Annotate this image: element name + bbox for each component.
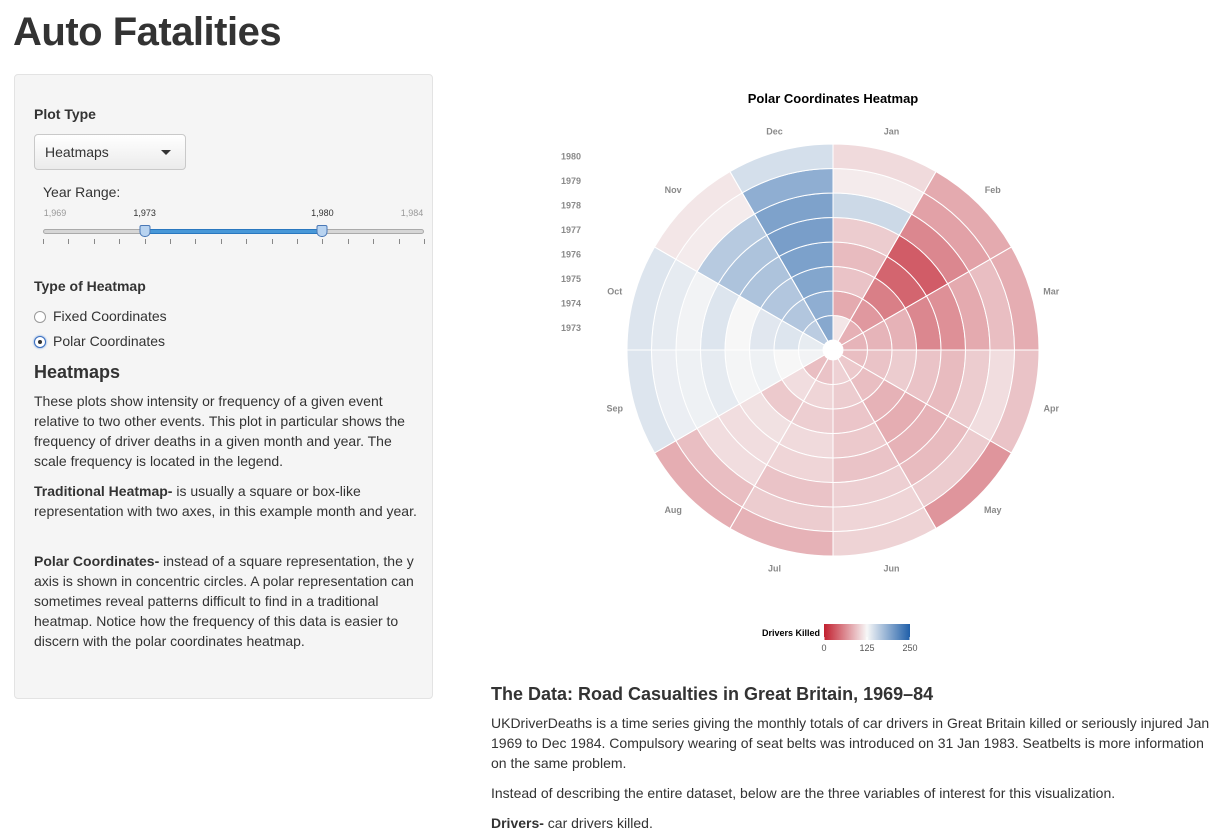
year-label: 1979 xyxy=(561,176,581,186)
slider-tick xyxy=(43,239,44,244)
slider-tick xyxy=(246,239,248,244)
traditional-heatmap-description: Traditional Heatmap- is usually a square… xyxy=(34,481,419,521)
slider-tick xyxy=(93,239,95,244)
plot-type-select[interactable]: Heatmaps xyxy=(34,134,186,170)
spoke-line xyxy=(832,171,937,351)
radio-fixed-coordinates[interactable]: Fixed Coordinates xyxy=(34,307,167,325)
month-label: Jan xyxy=(884,127,900,137)
slider-tick xyxy=(195,239,197,244)
spoke-line xyxy=(832,246,1012,351)
legend-tick-label: 250 xyxy=(902,643,917,653)
month-label: Jun xyxy=(883,563,899,573)
drivers-term: Drivers- xyxy=(491,815,544,831)
year-label: 1973 xyxy=(561,323,581,333)
year-label: 1975 xyxy=(561,274,581,284)
slider-tick xyxy=(271,239,273,244)
spoke-line xyxy=(654,246,834,351)
slider-min-label: 1,969 xyxy=(43,208,67,218)
legend-tick-label: 0 xyxy=(821,643,826,653)
month-label: Apr xyxy=(1044,403,1060,413)
month-label: Jul xyxy=(768,563,781,573)
spoke-line xyxy=(654,349,834,454)
slider-tick xyxy=(220,239,222,244)
year-label: 1974 xyxy=(561,298,581,308)
radio-fixed-label: Fixed Coordinates xyxy=(53,308,167,324)
radio-polar-label: Polar Coordinates xyxy=(53,333,166,349)
slider-handle-to[interactable] xyxy=(316,225,328,237)
slider-to-label: 1,980 xyxy=(311,208,334,218)
heatmaps-heading: Heatmaps xyxy=(34,362,121,382)
month-label: Nov xyxy=(665,185,682,195)
radio-unchecked-icon[interactable] xyxy=(34,311,46,323)
polar-heatmap-chart: Polar Coordinates Heatmap Jan Feb Mar Apr Ma… xyxy=(561,91,1060,653)
year-range-slider[interactable]: 1,969 1,973 1,980 1,984 xyxy=(43,208,425,248)
legend-colorbar xyxy=(824,624,910,640)
polar-coordinates-description: Polar Coordinates- instead of a square r… xyxy=(34,551,419,651)
data-description: UKDriverDeaths is a time series giving t… xyxy=(491,715,1210,771)
slider-tick xyxy=(322,239,324,244)
spoke-line xyxy=(729,171,834,351)
month-label: Aug xyxy=(664,505,682,515)
radio-polar-coordinates[interactable]: Polar Coordinates xyxy=(34,332,165,350)
slider-tick xyxy=(424,239,425,244)
slider-max-label: 1,984 xyxy=(400,208,424,218)
month-label: Feb xyxy=(985,185,1002,195)
month-label: Mar xyxy=(1043,287,1060,297)
month-label: Sep xyxy=(606,403,623,413)
sidebar-panel: Plot Type Heatmaps Year Range: 1,969 1,9… xyxy=(14,74,433,699)
year-label: 1978 xyxy=(561,200,581,210)
slider-tick xyxy=(398,239,400,244)
slider-handle-from[interactable] xyxy=(139,225,151,237)
month-label: Oct xyxy=(607,287,622,297)
heatmap-type-label: Type of Heatmap xyxy=(34,278,146,294)
polar-coordinates-term: Polar Coordinates- xyxy=(34,553,160,569)
year-range-label: Year Range: xyxy=(43,184,121,200)
data-variables-intro: Instead of describing the entire dataset… xyxy=(491,785,1116,801)
slider-tick xyxy=(68,239,70,244)
plot-type-value: Heatmaps xyxy=(45,144,109,160)
slider-tick xyxy=(373,239,375,244)
heatmaps-description: These plots show intensity or frequency … xyxy=(34,393,405,469)
caret-down-icon xyxy=(161,150,171,155)
traditional-heatmap-term: Traditional Heatmap- xyxy=(34,483,173,499)
slider-selected-range xyxy=(144,229,323,234)
month-label: Dec xyxy=(766,127,783,137)
year-label: 1976 xyxy=(561,249,581,259)
data-heading: The Data: Road Casualties in Great Brita… xyxy=(491,684,934,704)
spoke-line xyxy=(729,349,834,529)
spoke-line xyxy=(832,349,1012,454)
drivers-text: car drivers killed. xyxy=(543,815,653,831)
drivers-variable: Drivers- car drivers killed. xyxy=(491,813,1216,833)
slider-from-label: 1,973 xyxy=(133,208,156,218)
month-label: May xyxy=(984,505,1002,515)
chart-title: Polar Coordinates Heatmap xyxy=(748,91,919,106)
app-title: Auto Fatalities xyxy=(13,10,282,54)
radio-checked-icon[interactable] xyxy=(34,336,46,348)
polar-coordinates-text: instead of a square representation, the … xyxy=(34,553,414,649)
year-label: 1977 xyxy=(561,225,581,235)
year-label: 1980 xyxy=(561,151,581,161)
slider-tick xyxy=(170,239,171,244)
plot-type-label: Plot Type xyxy=(34,106,96,122)
spoke-line xyxy=(832,349,937,529)
traditional-heatmap-text: is usually a square or box-like represen… xyxy=(34,483,417,519)
slider-tick xyxy=(347,239,349,244)
slider-tick xyxy=(297,239,298,244)
slider-tick xyxy=(119,239,121,244)
legend-tick-label: 125 xyxy=(859,643,874,653)
legend-title: Drivers Killed xyxy=(762,628,820,638)
slider-tick xyxy=(144,239,146,244)
